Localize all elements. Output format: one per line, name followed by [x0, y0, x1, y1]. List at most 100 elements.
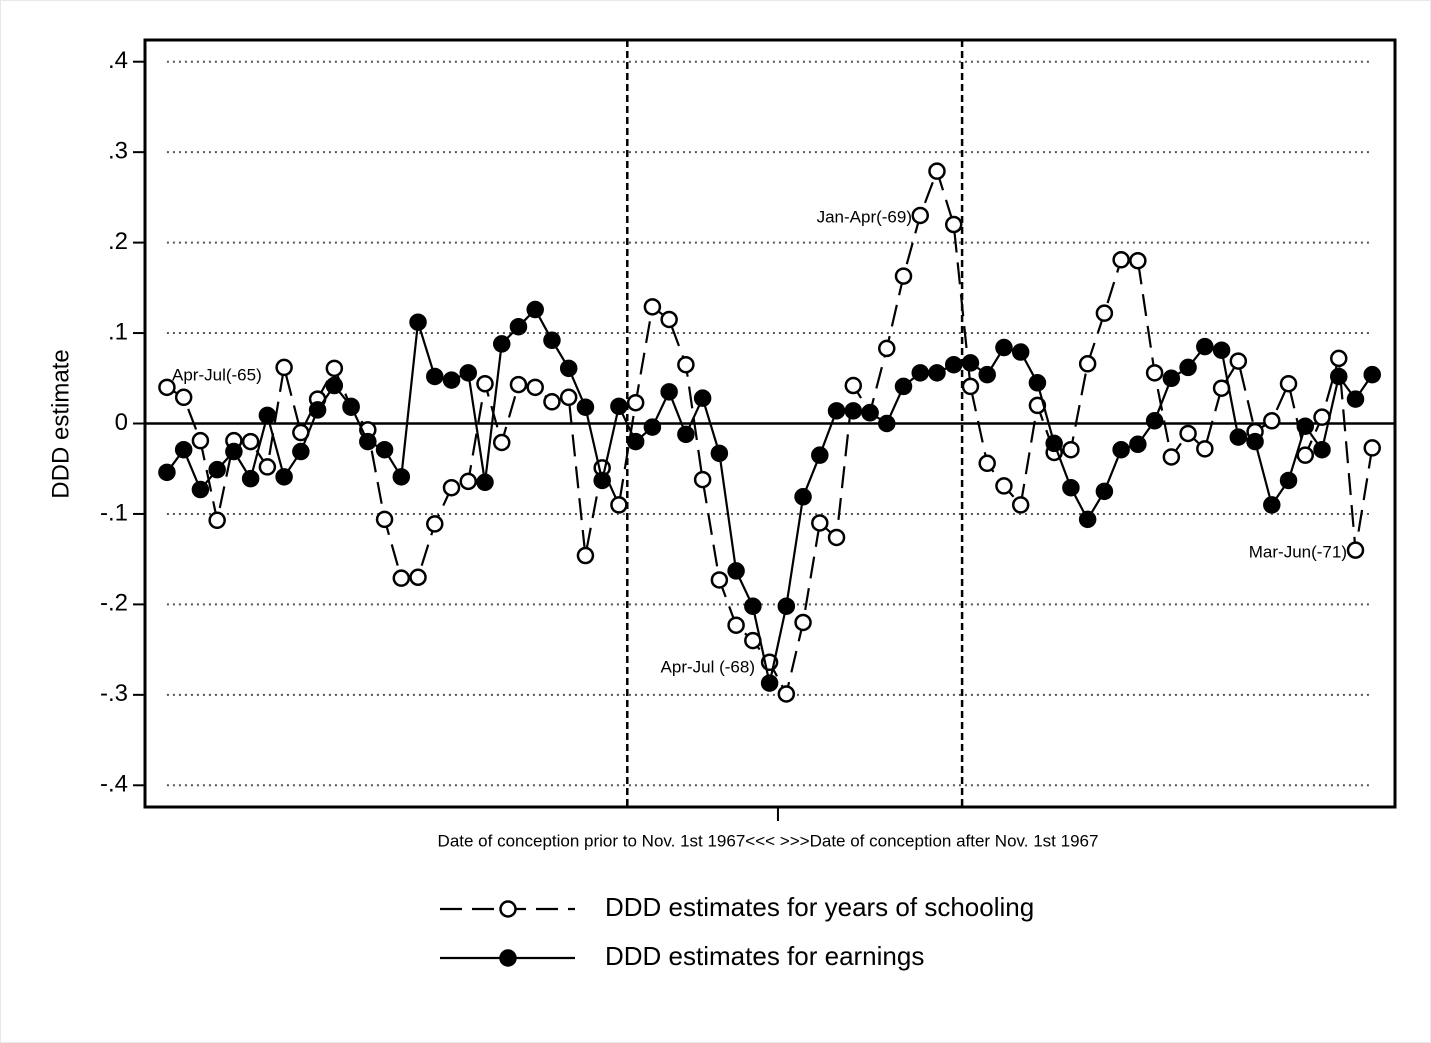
marker [811, 446, 829, 464]
marker [727, 616, 745, 634]
marker [710, 444, 729, 463]
marker [1162, 369, 1181, 388]
marker [426, 515, 444, 533]
marker [1330, 349, 1348, 368]
marker [492, 335, 511, 353]
marker [1179, 424, 1197, 443]
marker [878, 339, 896, 358]
marker [944, 355, 963, 374]
marker [811, 514, 829, 532]
marker [258, 458, 277, 476]
marker [158, 463, 176, 482]
marker [275, 358, 293, 377]
marker [576, 546, 595, 565]
marker [308, 401, 327, 419]
marker [1095, 482, 1114, 501]
marker [442, 478, 461, 497]
marker [543, 331, 561, 350]
marker [459, 364, 478, 382]
marker [861, 403, 879, 422]
marker [911, 364, 929, 382]
y-tick-label: -.4 [100, 771, 128, 798]
marker [1330, 367, 1348, 386]
marker [1296, 446, 1315, 464]
marker [1296, 417, 1315, 435]
marker [409, 568, 427, 587]
marker [526, 300, 544, 319]
marker [794, 488, 812, 506]
marker [944, 215, 963, 234]
annotation: Mar-Jun(-71) [1249, 542, 1347, 561]
marker [1313, 440, 1331, 459]
marker [1263, 412, 1281, 430]
marker [1212, 341, 1231, 359]
annotation: Apr-Jul (-68) [661, 657, 755, 676]
legend-marker [499, 900, 517, 918]
marker [710, 571, 729, 589]
legend-label: DDD estimates for earnings [605, 941, 924, 971]
marker [677, 355, 695, 374]
marker [978, 365, 996, 384]
marker [1145, 364, 1164, 382]
marker [1162, 448, 1181, 466]
marker [1028, 396, 1047, 415]
marker [459, 472, 478, 491]
marker [894, 377, 913, 396]
marker [476, 374, 494, 393]
marker [744, 597, 762, 615]
marker [660, 383, 678, 401]
marker [1145, 412, 1164, 430]
marker [777, 685, 796, 703]
y-tick-label: 0 [115, 409, 128, 436]
marker [928, 364, 946, 382]
marker [727, 562, 745, 580]
marker [325, 359, 344, 378]
marker [610, 397, 628, 416]
y-tick-label: .2 [108, 228, 128, 255]
marker [660, 310, 678, 329]
marker [1346, 541, 1365, 559]
marker [1229, 352, 1248, 370]
y-tick-label: .1 [108, 318, 128, 345]
marker [392, 468, 411, 486]
marker [325, 376, 344, 395]
marker [509, 375, 528, 394]
marker [894, 267, 913, 285]
y-tick-label: -.1 [100, 499, 128, 526]
marker [1045, 434, 1063, 453]
marker [827, 528, 846, 547]
marker [1363, 439, 1381, 457]
marker [174, 388, 193, 407]
marker [643, 418, 662, 436]
marker [559, 359, 578, 378]
marker [1346, 390, 1365, 408]
marker [677, 425, 695, 444]
marker [225, 442, 243, 461]
marker [492, 433, 511, 452]
marker [610, 496, 628, 514]
marker [1129, 435, 1147, 454]
marker [258, 406, 277, 425]
marker [158, 378, 176, 397]
marker [593, 471, 611, 490]
marker [1179, 358, 1197, 377]
marker [1078, 510, 1097, 529]
y-tick-label: .3 [108, 137, 128, 164]
marker [995, 338, 1013, 357]
marker [794, 613, 812, 632]
marker [827, 402, 846, 420]
marker [626, 432, 645, 451]
marker [174, 440, 193, 459]
marker [208, 511, 226, 530]
legend-marker [499, 949, 517, 967]
marker [844, 376, 863, 395]
marker [1112, 251, 1130, 269]
y-tick-label: .4 [108, 47, 128, 74]
marker [1095, 304, 1114, 322]
marker [1011, 343, 1030, 361]
marker [1196, 440, 1214, 458]
marker [191, 431, 210, 450]
marker [1112, 440, 1130, 459]
marker [208, 460, 226, 479]
